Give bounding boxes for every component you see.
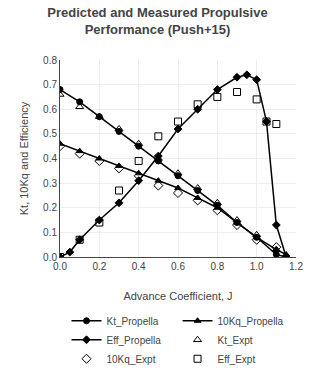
svg-text:Kt_Propella: Kt_Propella	[107, 316, 159, 327]
svg-text:0.8: 0.8	[43, 55, 57, 66]
svg-text:0.0: 0.0	[43, 252, 57, 263]
svg-text:0.5: 0.5	[43, 128, 57, 139]
svg-text:Predicted and Measured Propuls: Predicted and Measured PropulsivePerform…	[47, 5, 267, 37]
svg-text:10Kq_Expt: 10Kq_Expt	[107, 354, 156, 365]
svg-text:Kt, 10Kq and Efficiency: Kt, 10Kq and Efficiency	[18, 101, 30, 215]
svg-text:0.4: 0.4	[43, 153, 57, 164]
svg-text:0.0: 0.0	[53, 261, 67, 272]
svg-text:0.2: 0.2	[92, 261, 106, 272]
svg-text:1.0: 1.0	[250, 261, 264, 272]
svg-text:10Kq_Propella: 10Kq_Propella	[218, 316, 284, 327]
svg-text:Eff_Expt: Eff_Expt	[218, 354, 256, 365]
svg-text:0.6: 0.6	[43, 104, 57, 115]
svg-text:0.3: 0.3	[43, 178, 57, 189]
svg-text:0.8: 0.8	[210, 261, 224, 272]
svg-text:0.7: 0.7	[43, 79, 57, 90]
svg-text:0.6: 0.6	[171, 261, 185, 272]
svg-text:0.2: 0.2	[43, 202, 57, 213]
svg-text:Advance Coefficient, J: Advance Coefficient, J	[123, 290, 232, 302]
svg-text:1.2: 1.2	[289, 261, 303, 272]
svg-text:0.4: 0.4	[132, 261, 146, 272]
svg-text:Kt_Expt: Kt_Expt	[218, 335, 253, 346]
svg-text:Eff_Propella: Eff_Propella	[107, 335, 162, 346]
svg-text:0.1: 0.1	[43, 227, 57, 238]
